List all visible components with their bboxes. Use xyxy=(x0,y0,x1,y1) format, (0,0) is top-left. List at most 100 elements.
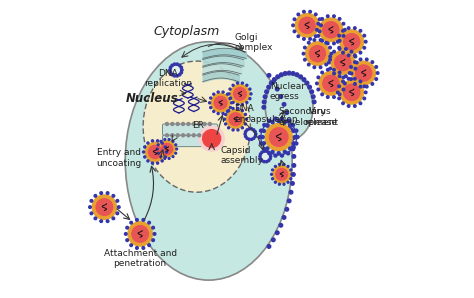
Circle shape xyxy=(317,22,319,25)
Circle shape xyxy=(229,98,231,100)
Circle shape xyxy=(313,66,316,69)
Circle shape xyxy=(283,121,286,124)
Circle shape xyxy=(283,72,287,75)
Circle shape xyxy=(136,219,138,221)
Circle shape xyxy=(323,75,339,91)
Circle shape xyxy=(325,63,328,66)
Circle shape xyxy=(181,69,183,71)
Circle shape xyxy=(295,13,319,37)
Circle shape xyxy=(285,111,289,114)
Circle shape xyxy=(365,91,367,94)
Circle shape xyxy=(274,117,277,120)
Circle shape xyxy=(175,144,177,146)
Circle shape xyxy=(330,52,333,55)
Ellipse shape xyxy=(125,42,292,280)
Circle shape xyxy=(164,139,166,140)
Circle shape xyxy=(182,134,184,137)
Circle shape xyxy=(287,119,290,122)
Circle shape xyxy=(172,140,174,142)
Circle shape xyxy=(246,130,255,138)
Circle shape xyxy=(267,74,271,77)
Circle shape xyxy=(156,162,159,164)
Circle shape xyxy=(112,195,115,197)
Circle shape xyxy=(292,173,295,176)
Circle shape xyxy=(100,220,102,222)
Circle shape xyxy=(241,127,243,129)
Circle shape xyxy=(281,117,283,120)
Circle shape xyxy=(348,72,351,74)
Circle shape xyxy=(371,61,374,63)
Circle shape xyxy=(347,27,350,30)
Circle shape xyxy=(213,110,215,112)
Circle shape xyxy=(144,156,146,158)
Circle shape xyxy=(354,105,356,107)
Circle shape xyxy=(168,158,170,159)
Circle shape xyxy=(321,71,323,74)
Circle shape xyxy=(342,22,345,25)
Circle shape xyxy=(187,122,190,125)
Circle shape xyxy=(344,82,346,85)
Circle shape xyxy=(276,168,288,180)
Circle shape xyxy=(272,178,273,180)
Circle shape xyxy=(147,160,149,162)
Circle shape xyxy=(342,30,344,32)
Circle shape xyxy=(261,151,263,153)
Circle shape xyxy=(209,122,211,125)
Circle shape xyxy=(354,55,356,58)
Circle shape xyxy=(359,30,362,32)
Circle shape xyxy=(269,128,288,146)
Circle shape xyxy=(245,114,246,115)
Circle shape xyxy=(327,96,329,98)
Circle shape xyxy=(263,161,265,163)
Circle shape xyxy=(146,142,164,162)
Circle shape xyxy=(94,195,97,197)
Circle shape xyxy=(344,34,360,50)
Circle shape xyxy=(335,55,351,71)
Circle shape xyxy=(89,206,91,208)
Circle shape xyxy=(157,144,159,146)
Circle shape xyxy=(94,217,97,220)
Circle shape xyxy=(345,75,347,77)
Circle shape xyxy=(327,15,329,18)
Circle shape xyxy=(260,129,263,132)
Text: Virus
release: Virus release xyxy=(304,107,337,127)
Circle shape xyxy=(337,41,339,43)
Circle shape xyxy=(354,83,356,85)
Circle shape xyxy=(292,148,295,150)
Text: Attachment and
penetration: Attachment and penetration xyxy=(104,249,177,268)
Circle shape xyxy=(224,118,226,120)
Circle shape xyxy=(265,150,268,152)
Circle shape xyxy=(271,121,274,124)
Circle shape xyxy=(232,108,234,109)
Circle shape xyxy=(272,80,275,84)
Circle shape xyxy=(92,195,117,219)
Circle shape xyxy=(297,35,300,38)
Circle shape xyxy=(249,88,251,90)
Circle shape xyxy=(310,90,313,94)
Circle shape xyxy=(283,164,285,165)
Circle shape xyxy=(175,152,177,154)
Circle shape xyxy=(169,66,172,69)
Circle shape xyxy=(157,152,159,154)
Circle shape xyxy=(302,10,305,13)
Circle shape xyxy=(217,91,219,93)
Circle shape xyxy=(229,107,231,108)
Circle shape xyxy=(159,141,175,157)
Circle shape xyxy=(293,30,296,33)
Circle shape xyxy=(375,66,377,68)
Circle shape xyxy=(178,74,181,76)
Circle shape xyxy=(172,156,174,158)
Circle shape xyxy=(302,38,305,40)
Circle shape xyxy=(263,129,265,132)
Circle shape xyxy=(292,129,295,132)
Circle shape xyxy=(342,35,345,37)
Circle shape xyxy=(232,101,234,103)
Circle shape xyxy=(283,150,286,153)
Circle shape xyxy=(350,50,353,53)
Circle shape xyxy=(329,55,331,58)
Text: Capsid
assembly: Capsid assembly xyxy=(220,146,264,165)
Circle shape xyxy=(132,226,148,242)
Circle shape xyxy=(282,216,286,219)
Circle shape xyxy=(363,46,365,49)
Circle shape xyxy=(319,39,322,41)
